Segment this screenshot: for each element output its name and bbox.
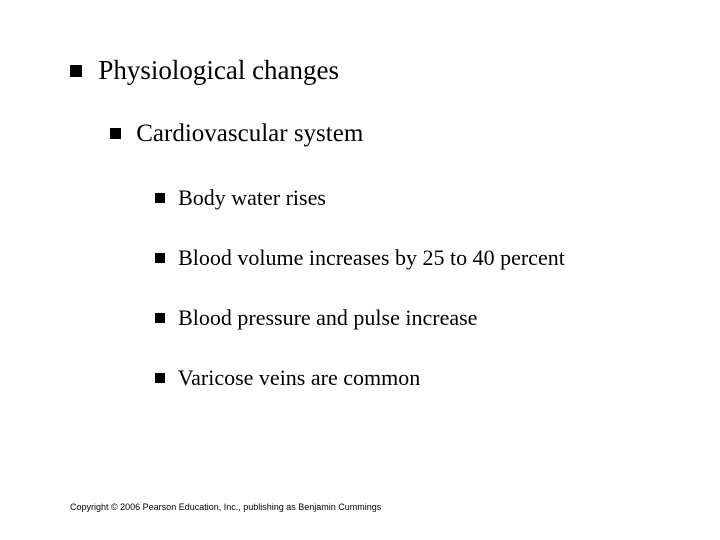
square-bullet-icon	[110, 128, 121, 139]
square-bullet-icon	[155, 313, 165, 323]
square-bullet-icon	[155, 193, 165, 203]
bullet-level-3: Varicose veins are common	[155, 365, 420, 391]
bullet-text: Blood volume increases by 25 to 40 perce…	[178, 245, 565, 270]
bullet-level-1: Physiological changes	[70, 55, 339, 86]
bullet-text: Cardiovascular system	[136, 120, 363, 147]
copyright-footer: Copyright © 2006 Pearson Education, Inc.…	[70, 502, 381, 512]
bullet-level-3: Body water rises	[155, 185, 326, 211]
copyright-text: Copyright © 2006 Pearson Education, Inc.…	[70, 502, 381, 512]
bullet-level-3: Blood volume increases by 25 to 40 perce…	[155, 245, 565, 271]
square-bullet-icon	[155, 253, 165, 263]
bullet-text: Body water rises	[178, 185, 326, 210]
bullet-text: Varicose veins are common	[178, 365, 421, 390]
bullet-level-3: Blood pressure and pulse increase	[155, 305, 477, 331]
square-bullet-icon	[70, 65, 82, 77]
bullet-level-2: Cardiovascular system	[110, 120, 363, 148]
bullet-text: Physiological changes	[98, 55, 339, 85]
bullet-text: Blood pressure and pulse increase	[178, 305, 477, 330]
slide: Physiological changes Cardiovascular sys…	[0, 0, 720, 540]
square-bullet-icon	[155, 373, 165, 383]
